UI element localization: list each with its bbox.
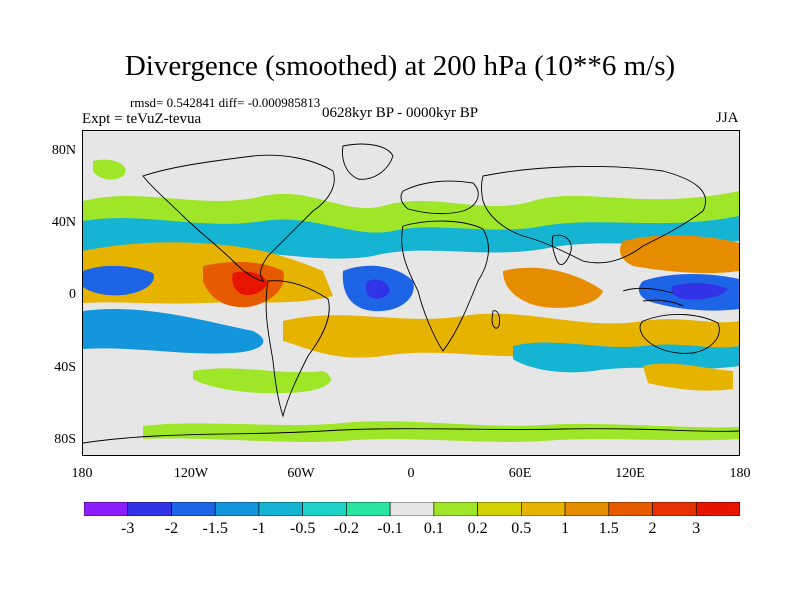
field-orange-asia (620, 235, 739, 274)
coast-antarctica (83, 428, 739, 444)
lat-label-80n: 80N (51, 143, 76, 158)
coast-madagascar (491, 310, 501, 329)
season-label: JJA (716, 110, 739, 126)
colorbar-swatch (127, 502, 172, 516)
colorbar-swatch (258, 502, 303, 516)
figure-title: Divergence (smoothed) at 200 hPa (10**6 … (124, 50, 676, 82)
colorbar-swatch (171, 502, 216, 516)
period-label: 0628kyr BP - 0000kyr BP (322, 105, 479, 121)
lon-label-180e: 180 (729, 466, 751, 481)
colorbar-swatch (564, 502, 610, 516)
colorbar-label: 0.1 (423, 520, 444, 537)
lon-label-60w: 60W (287, 466, 315, 481)
lon-label-120e: 120E (615, 466, 645, 481)
field-green-south (193, 368, 331, 394)
coast-north-america (142, 154, 335, 282)
lat-label-40n: 40N (51, 215, 76, 230)
lat-label-40s: 40S (54, 360, 76, 375)
field-green-antarctic (143, 421, 739, 443)
colorbar-label: -0.2 (333, 520, 360, 537)
field-orange-south (283, 313, 739, 358)
field-orange-farsouth (643, 363, 733, 391)
field-darkblue-atlantic (365, 279, 390, 299)
coast-greenland (342, 143, 394, 180)
lat-label-80s: 80S (54, 432, 76, 447)
colorbar-label: -0.1 (377, 520, 403, 537)
colorbar-swatch (302, 502, 347, 516)
lon-label-180w: 180 (71, 466, 93, 481)
divergence-map (83, 143, 739, 444)
stats-text: rmsd= 0.542841 diff= -0.000985813 (130, 95, 321, 110)
colorbar-swatch (521, 502, 566, 516)
colorbar-label: -1 (252, 520, 266, 537)
lat-label-eq: 0 (69, 287, 76, 302)
colorbar-swatch (346, 502, 391, 516)
lon-label-60e: 60E (508, 466, 532, 481)
field-teal-band-north (83, 216, 739, 259)
colorbar-swatch (389, 502, 435, 516)
coast-australia (639, 313, 720, 354)
coast-india (551, 234, 572, 265)
field-teal-south (83, 309, 264, 354)
map-panel (82, 130, 740, 456)
colorbar-label: 3 (692, 520, 701, 537)
colorbar-swatch (695, 502, 740, 516)
coast-africa (401, 220, 489, 352)
colorbar-swatch (608, 502, 653, 516)
colorbar-label: 1 (561, 520, 570, 537)
experiment-label: Expt = teVuZ-tevua (82, 111, 202, 127)
field-purple-core (671, 283, 728, 300)
divergence-field (83, 159, 739, 443)
lon-label-120w: 120W (173, 466, 209, 481)
colorbar-swatch (84, 502, 129, 516)
colorbar-label: 0.2 (467, 520, 488, 537)
colorbar-label: 0.5 (511, 520, 532, 537)
coast-asia (481, 166, 706, 264)
colorbar-label: -1.5 (202, 520, 228, 537)
coastlines (83, 143, 739, 444)
colorbar-label: -0.5 (290, 520, 316, 537)
coast-europe (400, 180, 479, 215)
colorbar-swatch (214, 502, 260, 516)
colorbar-swatch (477, 502, 522, 516)
colorbar-label: -2 (164, 520, 179, 537)
lon-label-0: 0 (407, 466, 415, 481)
field-orange-indian (503, 267, 603, 308)
field-teal-northpacific (93, 159, 126, 180)
colorbar-label: 2 (648, 520, 657, 537)
colorbar (84, 502, 740, 516)
colorbar-swatch (652, 502, 697, 516)
colorbar-label: -3 (121, 520, 135, 537)
coast-south-america (265, 280, 330, 418)
coast-indonesia (622, 287, 684, 307)
colorbar-swatch (433, 502, 478, 516)
field-darkred-core (232, 271, 268, 295)
colorbar-label: 1.5 (598, 520, 619, 537)
field-blue-westedge (83, 265, 154, 296)
